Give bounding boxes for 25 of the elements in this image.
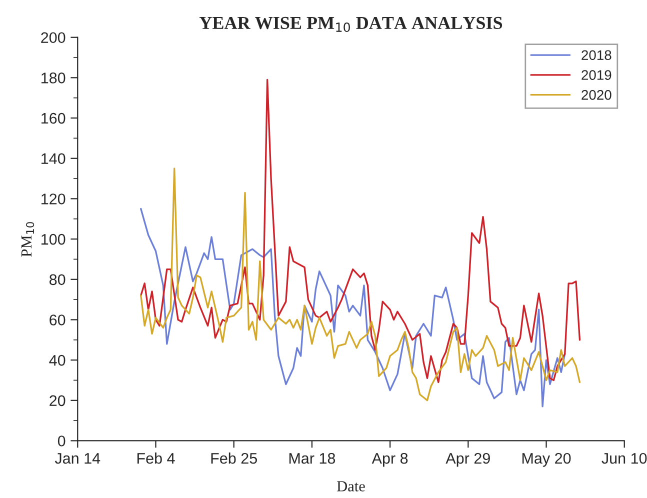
y-tick-label: 20 (50, 395, 66, 406)
x-tick-label: Apr 8 (372, 452, 408, 467)
x-tick-label: Apr 29 (446, 452, 490, 467)
y-tick-label: 160 (42, 112, 66, 124)
legend-label: 2020 (582, 90, 612, 100)
x-axis-title: Date (337, 481, 365, 492)
x-tick-label: Feb 4 (137, 452, 175, 464)
x-tick-label: Jun 10 (602, 452, 647, 464)
y-tick-label: 40 (49, 354, 66, 366)
y-axis-title: PM$_{10}$ (21, 222, 34, 257)
x-tick-label: May 20 (522, 452, 571, 467)
y-tick-label: 0 (58, 436, 66, 446)
legend-label: 2019 (582, 70, 612, 80)
y-tick-label: 120 (42, 194, 66, 204)
x-tick-label: Jan 14 (54, 453, 100, 464)
y-tick-label: 180 (42, 72, 66, 84)
y-tick-label: 200 (41, 32, 66, 44)
x-tick-label: Mar 18 (289, 452, 336, 464)
y-tick-label: 100 (42, 234, 66, 245)
legend-label: 2018 (582, 50, 612, 60)
y-tick-label: 60 (50, 314, 66, 326)
chart-title: YEAR WISE PM$_{10}$ DATA ANALYSIS (199, 16, 502, 32)
y-tick-label: 80 (50, 274, 66, 286)
y-tick-label: 140 (42, 153, 66, 164)
x-tick-label: Feb 25 (211, 452, 257, 464)
